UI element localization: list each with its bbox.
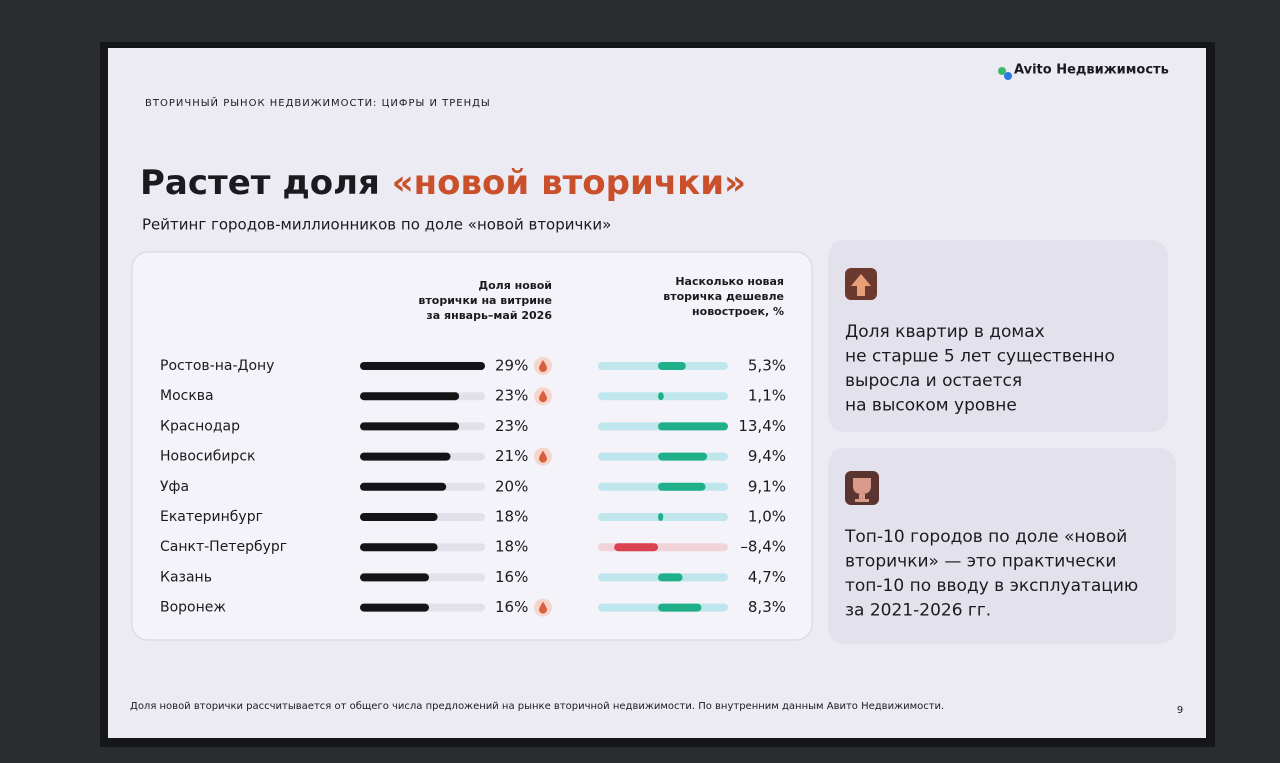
column-header: Доля новой [478,279,552,292]
value-label: 1,0% [748,508,786,526]
card [828,240,1168,432]
column-header: за январь–май 2026 [426,309,552,322]
bar [658,392,664,401]
title-highlight: «новой вторички» [392,163,746,203]
city-label: Санкт-Петербург [160,539,287,555]
value-label: 16% [495,598,528,616]
city-label: Ростов-на-Дону [160,358,274,374]
table-panel [131,251,813,641]
city-label: Воронеж [160,600,226,616]
card-text: вторички» — это практически [845,552,1116,572]
drop-icon [539,450,547,463]
bar [360,603,429,612]
bar [360,452,451,461]
bar [360,422,460,431]
bar [360,543,438,552]
page-number: 9 [1177,705,1183,716]
value-label: 5,3% [748,357,786,375]
value-label: 23% [495,417,528,435]
value-label: 29% [495,357,528,375]
drop-icon [539,390,547,403]
value-label: 16% [495,568,528,586]
bar [658,603,702,612]
value-label: 8,3% [748,598,786,616]
title-main: Растет доля [140,163,392,203]
bar [658,573,683,582]
card-text: на высоком уровне [845,396,1017,416]
bar [658,362,686,370]
value-label: 23% [495,387,528,405]
city-label: Екатеринбург [160,509,263,525]
city-label: Казань [160,569,212,585]
column-header: Насколько новая [675,275,784,288]
logo-dot [1004,72,1012,80]
value-label: 20% [495,477,528,495]
card-text: не старше 5 лет существенно [845,347,1115,367]
logo: Avito Недвижимость [1014,63,1169,78]
city-label: Уфа [160,479,189,495]
bar [360,362,485,370]
title: Растет доля «новой вторички» [140,163,746,203]
card-text: Доля квартир в домах [845,322,1045,342]
city-label: Новосибирск [160,449,255,465]
bar [360,573,429,582]
drop-icon [539,601,547,614]
value-label: 9,4% [748,447,786,465]
bar [360,482,447,491]
column-header: вторички на витрине [418,294,552,307]
value-label: 18% [495,508,528,526]
value-label: 13,4% [738,417,786,435]
value-label: 4,7% [748,568,786,586]
card-text: выросла и остается [845,371,1022,391]
bar [658,513,664,521]
bar [658,482,706,491]
trophy-shape [853,478,871,502]
footnote: Доля новой вторички рассчитывается от об… [130,701,944,712]
card-text: Топ-10 городов по доле «новой [844,527,1127,547]
card [828,448,1176,644]
column-header: новостроек, % [692,305,784,318]
bar [614,543,659,552]
value-label: 9,1% [748,477,786,495]
bar [658,452,708,461]
bar [360,513,438,521]
card-text: топ-10 по вводу в эксплуатацию [845,576,1138,596]
value-label: 18% [495,538,528,556]
bar [658,422,728,431]
drop-icon [539,360,547,372]
city-label: Москва [160,388,214,404]
arrow-shape [851,274,871,296]
bar [360,392,460,401]
value-label: 1,1% [748,387,786,405]
city-label: Краснодар [160,418,240,434]
value-label: 21% [495,447,528,465]
column-header: вторичка дешевле [663,290,784,303]
section-label: ВТОРИЧНЫЙ РЫНОК НЕДВИЖИМОСТИ: ЦИФРЫ И ТР… [145,96,491,109]
subtitle: Рейтинг городов-миллионников по доле «но… [142,216,611,234]
logo-dot [998,67,1006,75]
card-text: за 2021-2026 гг. [845,601,991,621]
value-label: –8,4% [740,538,786,556]
